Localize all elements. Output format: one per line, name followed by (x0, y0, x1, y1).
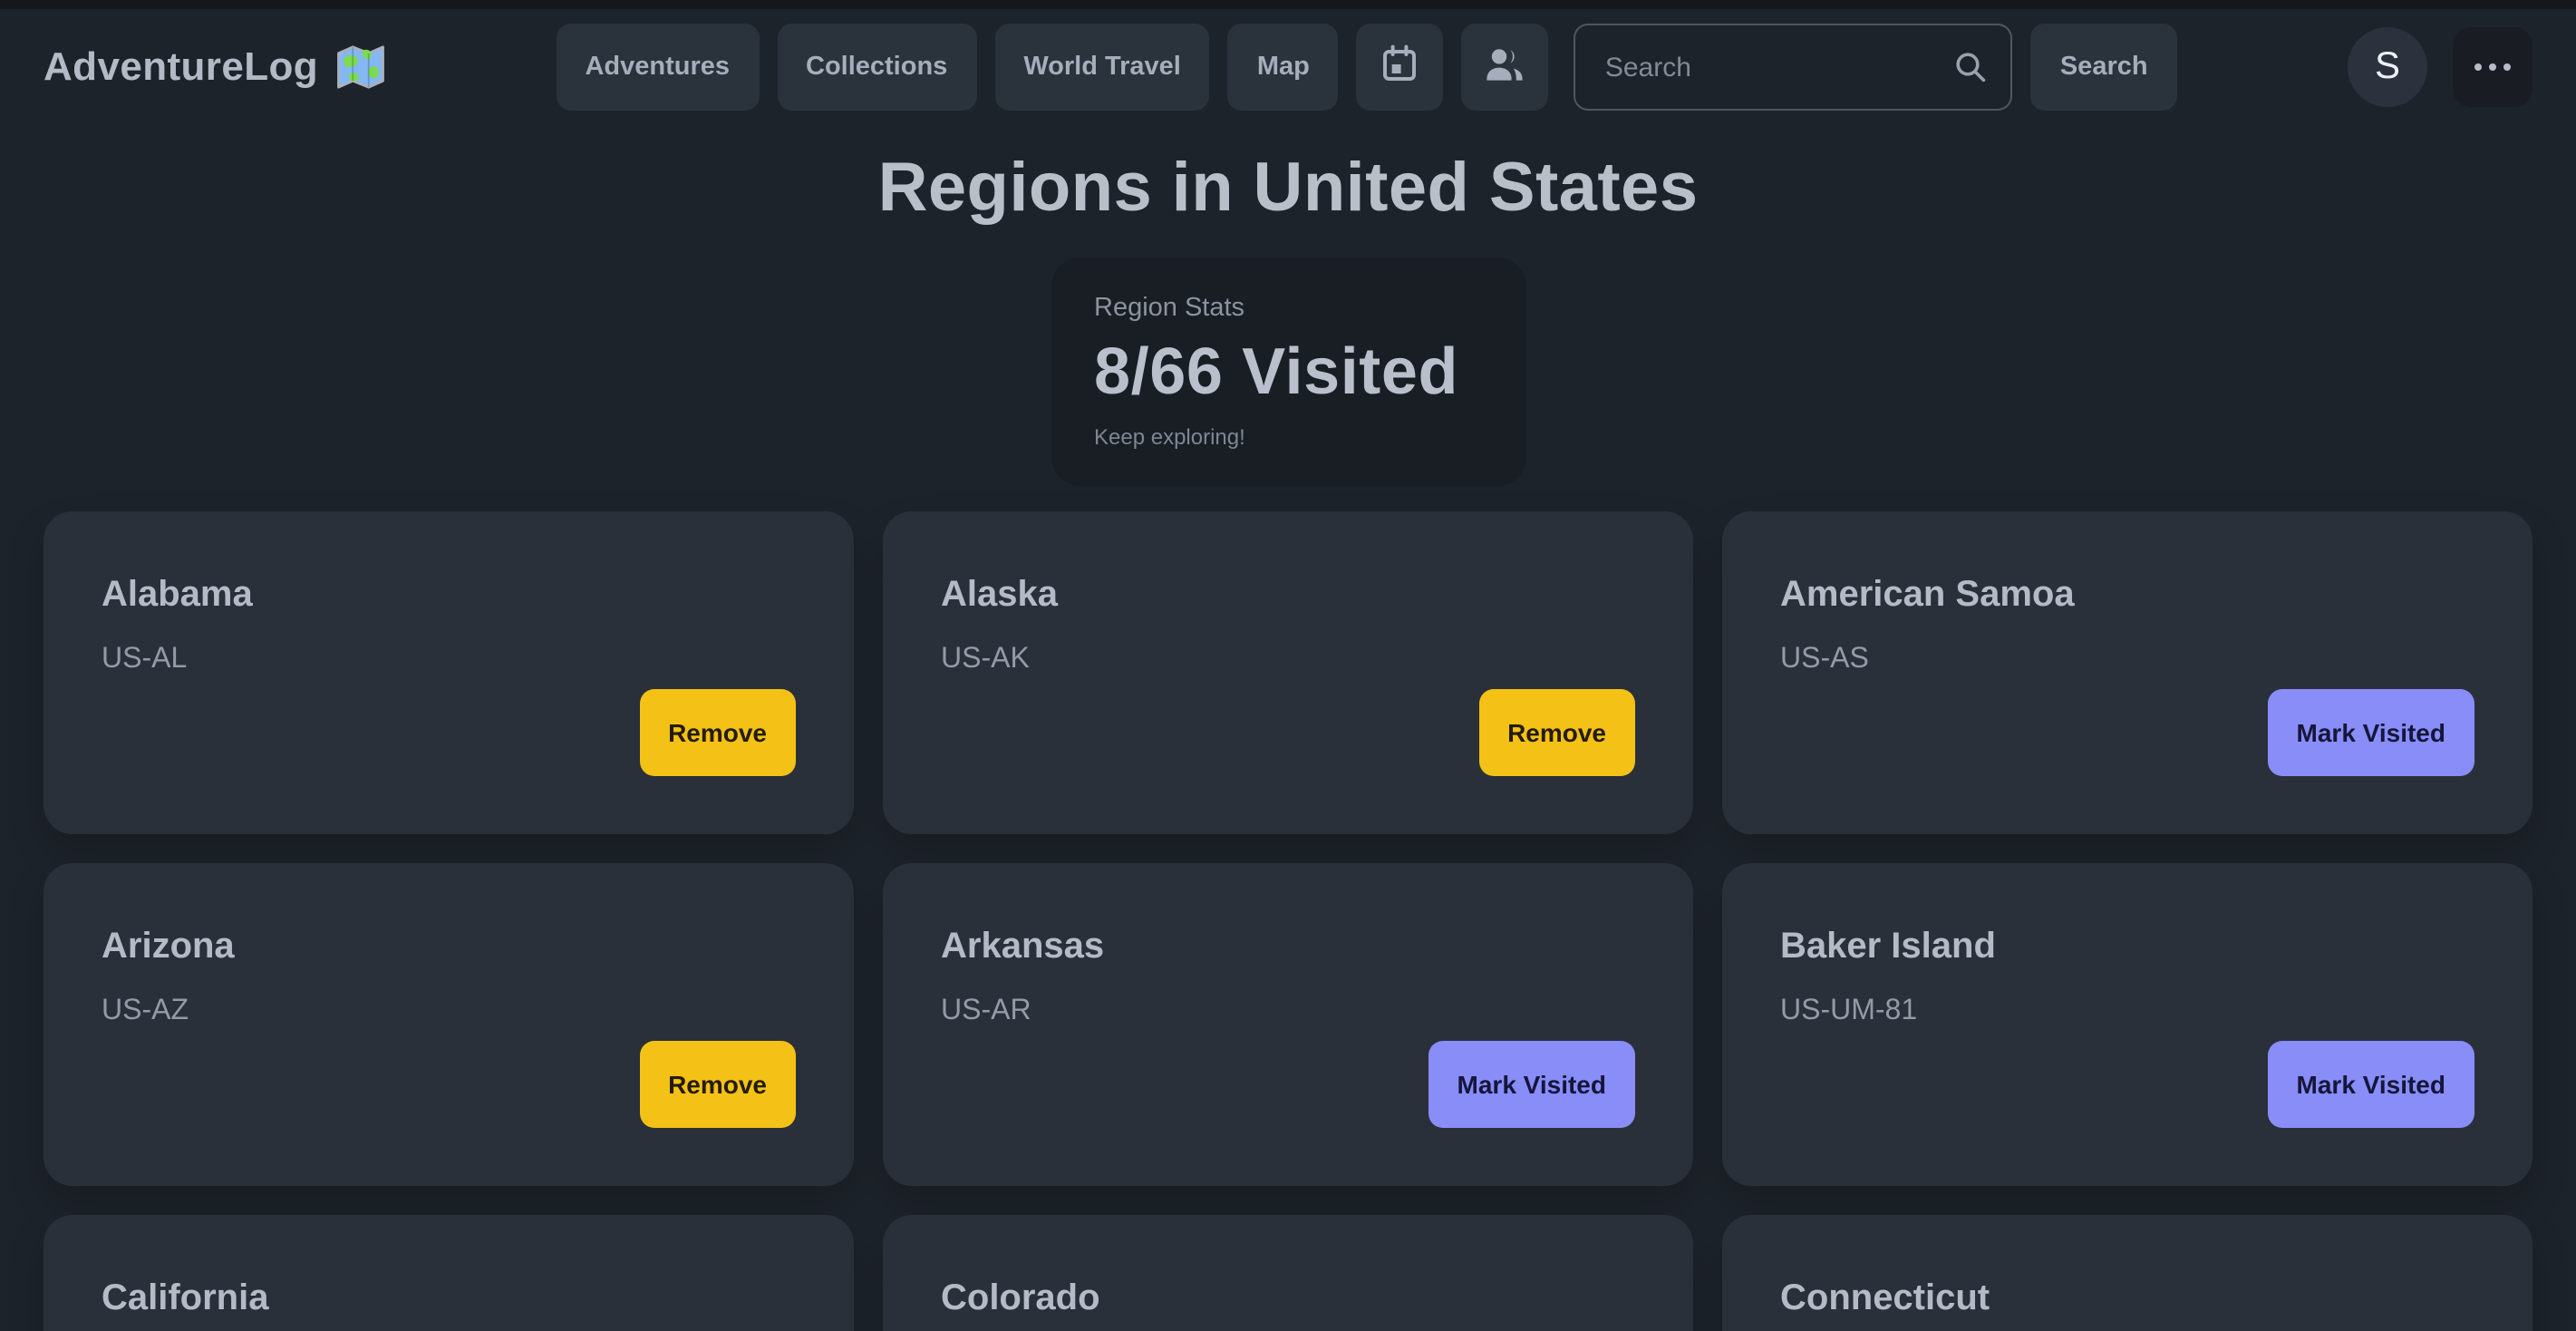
region-name: Alaska (941, 575, 1058, 615)
navbar: AdventureLog Adventures (0, 9, 2576, 125)
region-card: Colorado US-CO (883, 1215, 1693, 1331)
region-stats-card: Region Stats 8/66 Visited Keep exploring… (1051, 257, 1525, 486)
map-icon (334, 44, 385, 91)
nav-links: Adventures Collections World Travel Map (556, 24, 1339, 111)
app-title: AdventureLog (44, 44, 319, 89)
region-name: Baker Island (1780, 927, 1996, 967)
region-card: Arizona US-AZ Remove (44, 863, 854, 1186)
region-code: US-AS (1780, 644, 1869, 675)
region-name: Connecticut (1780, 1278, 1990, 1318)
region-card: California US-CA (44, 1215, 854, 1331)
region-card-actions: Remove (102, 689, 796, 776)
region-card: American Samoa US-AS Mark Visited (1722, 511, 2532, 834)
region-name: American Samoa (1780, 575, 2075, 615)
regions-grid: Alabama US-AL Remove Alaska US-AK Remove… (44, 511, 2532, 1331)
stat-value: 8/66 Visited (1094, 334, 1459, 408)
window-top-edge (0, 0, 2576, 9)
page-title: Regions in United States (877, 151, 1699, 227)
region-code: US-AZ (102, 996, 189, 1026)
remove-button[interactable]: Remove (639, 689, 796, 776)
remove-button[interactable]: Remove (1478, 689, 1635, 776)
mark-visited-button[interactable]: Mark Visited (2267, 689, 2474, 776)
region-name: Alabama (102, 575, 253, 615)
avatar[interactable]: S (2348, 27, 2427, 107)
users-button[interactable] (1461, 24, 1549, 111)
users-icon (1484, 42, 1527, 92)
navbar-center: Adventures Collections World Travel Map (556, 24, 2177, 111)
mark-visited-button[interactable]: Mark Visited (2267, 1041, 2474, 1128)
search-field-wrap (1574, 24, 2013, 111)
region-code: US-AK (941, 644, 1030, 675)
region-card: Arkansas US-AR Mark Visited (883, 863, 1693, 1186)
nav-link-collections[interactable]: Collections (777, 24, 977, 111)
region-card-actions: Remove (941, 689, 1635, 776)
mark-visited-button[interactable]: Mark Visited (1428, 1041, 1635, 1128)
region-name: Arkansas (941, 927, 1105, 967)
calendar-icon (1379, 42, 1422, 92)
region-name: Arizona (102, 927, 235, 967)
region-card: Connecticut US-CT (1722, 1215, 2532, 1331)
ellipsis-icon (2474, 63, 2512, 72)
region-code: US-AL (102, 644, 188, 675)
region-card-actions: Mark Visited (941, 1041, 1635, 1128)
region-name: Colorado (941, 1278, 1100, 1318)
search-input[interactable] (1574, 24, 2013, 111)
remove-button[interactable]: Remove (639, 1041, 796, 1128)
overflow-menu-button[interactable] (2453, 27, 2532, 107)
nav-link-adventures[interactable]: Adventures (556, 24, 759, 111)
region-card-actions: Remove (102, 1041, 796, 1128)
nav-link-world-travel[interactable]: World Travel (994, 24, 1210, 111)
navbar-right: S (2348, 27, 2532, 107)
region-card: Baker Island US-UM-81 Mark Visited (1722, 863, 2532, 1186)
region-card: Alaska US-AK Remove (883, 511, 1693, 834)
nav-link-map[interactable]: Map (1227, 24, 1339, 111)
brand-home-link[interactable]: AdventureLog (44, 44, 385, 91)
search-button[interactable]: Search (2030, 24, 2177, 111)
region-card-actions: Mark Visited (1780, 1041, 2474, 1128)
calendar-button[interactable] (1356, 24, 1444, 111)
region-code: US-AR (941, 996, 1031, 1026)
region-name: California (102, 1278, 269, 1318)
stat-desc: Keep exploring! (1094, 424, 1245, 450)
stat-title: Region Stats (1094, 294, 1245, 323)
region-card: Alabama US-AL Remove (44, 511, 854, 834)
region-card-actions: Mark Visited (1780, 689, 2474, 776)
region-code: US-UM-81 (1780, 996, 1918, 1026)
